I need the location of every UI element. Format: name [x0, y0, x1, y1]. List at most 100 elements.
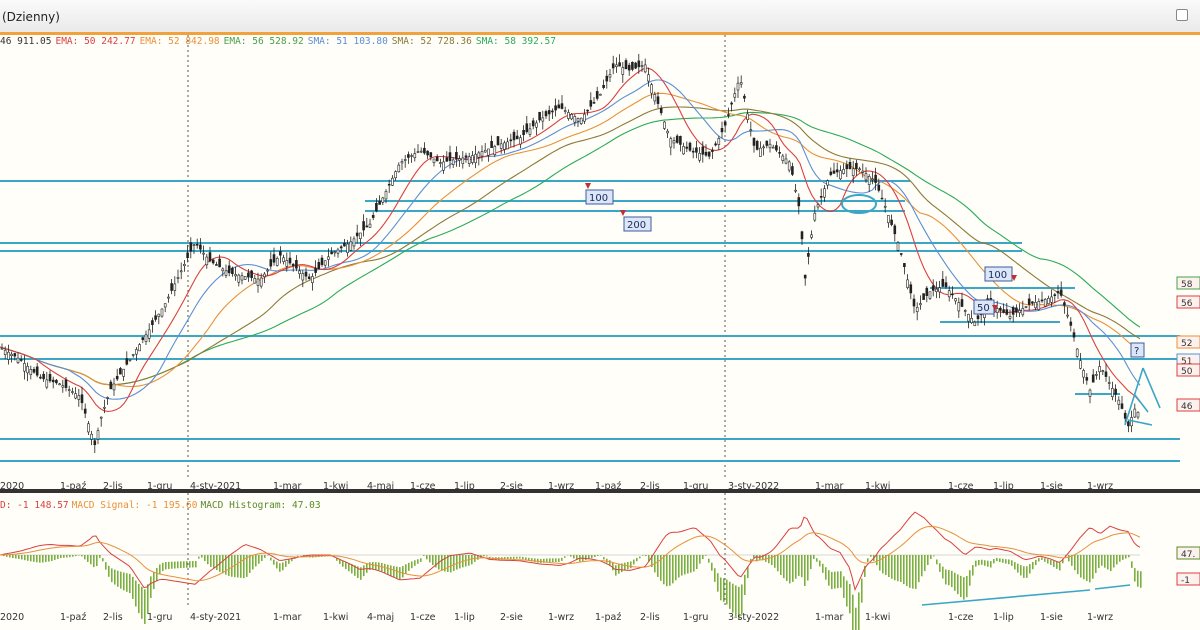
macd-histogram-bar	[657, 555, 659, 577]
ma-label-text: 50	[977, 303, 990, 314]
macd-histogram-bar	[624, 562, 626, 571]
candle	[343, 242, 346, 247]
candle	[1021, 308, 1025, 316]
candle	[954, 298, 957, 302]
macd-histogram-bar	[417, 559, 419, 564]
candle	[768, 143, 772, 149]
candle	[13, 353, 17, 357]
candle	[621, 67, 625, 75]
macd-histogram-bar	[282, 562, 284, 571]
macd-x-tick-label: 2-lis	[640, 612, 660, 623]
candle	[659, 107, 663, 114]
candle	[1085, 377, 1089, 381]
macd-histogram-bar	[828, 570, 830, 586]
candle	[455, 151, 458, 160]
candle	[1027, 298, 1031, 305]
macd-histogram-bar	[165, 562, 167, 570]
macd-histogram-bar	[777, 555, 779, 572]
macd-histogram-bar	[1050, 559, 1052, 565]
macd-histogram-bar	[987, 560, 989, 567]
macd-histogram-bar	[558, 558, 560, 563]
macd-histogram-bar	[213, 555, 215, 569]
ma-label-box	[1130, 342, 1145, 358]
macd-histogram-bar	[426, 555, 428, 560]
candle	[288, 257, 292, 264]
candle	[493, 146, 497, 155]
macd-histogram-bar	[402, 566, 404, 578]
macd-histogram-bar	[186, 561, 188, 568]
sma-52-line	[0, 106, 1141, 386]
candle	[832, 170, 836, 174]
macd-histogram-bar	[678, 555, 680, 578]
candle	[202, 252, 205, 255]
macd-histogram-bar	[906, 555, 908, 587]
macd-histogram-bar	[960, 575, 962, 598]
macd-legend-entry: MACD Signal: -1 195.60	[71, 500, 198, 511]
macd-histogram-bar	[615, 565, 617, 576]
macd-histogram-bar	[591, 555, 593, 559]
macd-histogram-bar	[372, 561, 374, 570]
candle	[1008, 316, 1012, 319]
macd-x-tick-label: 1-paź	[595, 612, 621, 623]
macd-histogram-bar	[216, 555, 218, 571]
candle	[810, 234, 813, 238]
ma-label-box	[623, 216, 652, 232]
macd-histogram-bar	[984, 560, 986, 566]
macd-histogram-bar	[1089, 555, 1091, 583]
macd-histogram-bar	[939, 563, 941, 572]
candle	[650, 84, 653, 94]
macd-histogram-bar	[117, 570, 119, 587]
pane-separator[interactable]	[0, 489, 1200, 493]
candle	[1075, 348, 1079, 357]
candle	[995, 308, 999, 313]
candle	[381, 197, 385, 203]
candle	[563, 110, 567, 112]
macd-histogram-bar	[360, 567, 362, 580]
candle	[1127, 421, 1130, 427]
candle	[29, 369, 33, 375]
macd-histogram-bar	[816, 558, 818, 562]
macd-histogram-bar	[1053, 560, 1055, 568]
candle	[211, 259, 215, 264]
price-tag-text: 56	[1181, 299, 1193, 309]
macd-histogram-bar	[1122, 555, 1124, 560]
candle	[477, 152, 481, 158]
candle	[794, 189, 797, 192]
x-tick-label: 3-sty-2022	[728, 481, 779, 490]
candle	[618, 62, 621, 67]
macd-histogram-bar	[168, 561, 170, 570]
candle	[45, 379, 49, 388]
macd-histogram-bar	[708, 558, 710, 563]
candle	[720, 128, 724, 133]
macd-histogram-bar	[945, 569, 947, 585]
macd-histogram-bar	[207, 555, 209, 565]
macd-histogram-bar	[1014, 562, 1016, 570]
macd-histogram-bar	[78, 555, 80, 556]
macd-histogram-bar	[855, 607, 857, 630]
ema-52-line	[0, 92, 1141, 388]
macd-histogram-bar	[237, 555, 239, 578]
macd-histogram-bar	[864, 565, 866, 577]
candle	[474, 153, 477, 164]
x-tick-label: 2-lis	[103, 481, 123, 490]
macd-histogram-bar	[1131, 561, 1133, 568]
candle	[496, 136, 500, 146]
candle	[183, 263, 186, 267]
candle	[1034, 302, 1037, 309]
candle	[1107, 382, 1111, 384]
candle	[93, 440, 97, 446]
price-tag	[1176, 276, 1200, 290]
candle	[256, 278, 260, 286]
macd-histogram-bar	[459, 555, 461, 569]
macd-histogram-bar	[291, 557, 293, 562]
macd-histogram-bar	[510, 556, 512, 560]
macd-histogram-bar	[1086, 555, 1088, 581]
maximize-icon[interactable]	[1176, 9, 1188, 21]
down-arrow-icon	[620, 210, 626, 216]
macd-histogram-bar	[930, 555, 932, 559]
macd-histogram-bar	[222, 555, 224, 574]
macd-chart[interactable]: 47. -1 2020 1-paź 2-lis 1-gru 4-sty-2021 1-mar 1…	[0, 493, 1200, 630]
macd-histogram-bar	[255, 555, 257, 567]
candle	[963, 310, 967, 312]
